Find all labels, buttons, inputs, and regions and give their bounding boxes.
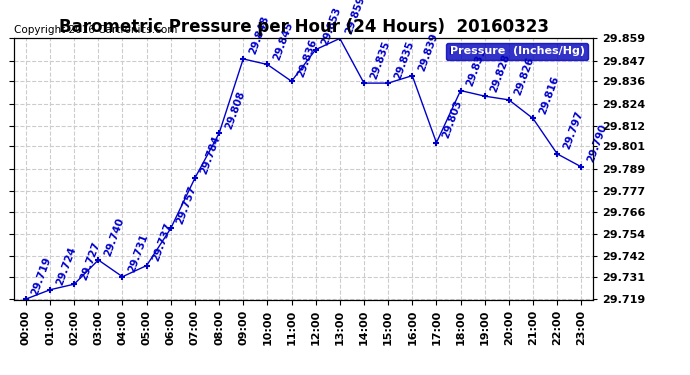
Text: 29.853: 29.853 <box>320 6 343 47</box>
Text: 29.757: 29.757 <box>175 184 198 225</box>
Title: Barometric Pressure per Hour (24 Hours)  20160323: Barometric Pressure per Hour (24 Hours) … <box>59 18 549 36</box>
Text: 29.828: 29.828 <box>489 52 512 93</box>
Text: 29.848: 29.848 <box>248 15 270 56</box>
Text: 29.835: 29.835 <box>393 39 415 80</box>
Text: 29.740: 29.740 <box>103 216 126 257</box>
Text: Copyright 2016 Cartronics.com: Copyright 2016 Cartronics.com <box>14 25 177 35</box>
Text: 29.790: 29.790 <box>586 123 609 164</box>
Text: 29.737: 29.737 <box>151 221 174 263</box>
Text: 29.826: 29.826 <box>513 56 536 97</box>
Text: 29.839: 29.839 <box>417 32 440 73</box>
Text: 29.808: 29.808 <box>224 90 246 130</box>
Text: 29.845: 29.845 <box>272 21 295 62</box>
Text: 29.727: 29.727 <box>79 240 101 281</box>
Text: 29.724: 29.724 <box>55 246 77 287</box>
Text: 29.836: 29.836 <box>296 38 319 78</box>
Text: 29.731: 29.731 <box>127 233 150 274</box>
Text: 29.831: 29.831 <box>465 46 488 88</box>
Text: 29.719: 29.719 <box>30 255 53 296</box>
Text: 29.816: 29.816 <box>538 75 560 116</box>
Text: 29.784: 29.784 <box>199 134 222 175</box>
Text: 29.859: 29.859 <box>344 0 367 36</box>
Text: 29.835: 29.835 <box>368 39 391 80</box>
Legend: Pressure  (Inches/Hg): Pressure (Inches/Hg) <box>446 43 588 60</box>
Text: 29.803: 29.803 <box>441 99 464 140</box>
Text: 29.797: 29.797 <box>562 110 584 151</box>
